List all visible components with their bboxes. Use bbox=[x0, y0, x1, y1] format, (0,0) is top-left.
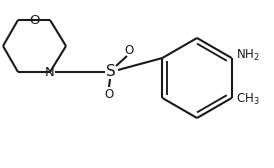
Text: NH$_2$: NH$_2$ bbox=[236, 47, 259, 62]
Text: O: O bbox=[29, 13, 39, 27]
Text: O: O bbox=[124, 44, 134, 56]
Text: N: N bbox=[45, 66, 55, 78]
Text: S: S bbox=[106, 65, 116, 79]
Text: O: O bbox=[104, 88, 114, 100]
Text: CH$_3$: CH$_3$ bbox=[236, 91, 259, 107]
